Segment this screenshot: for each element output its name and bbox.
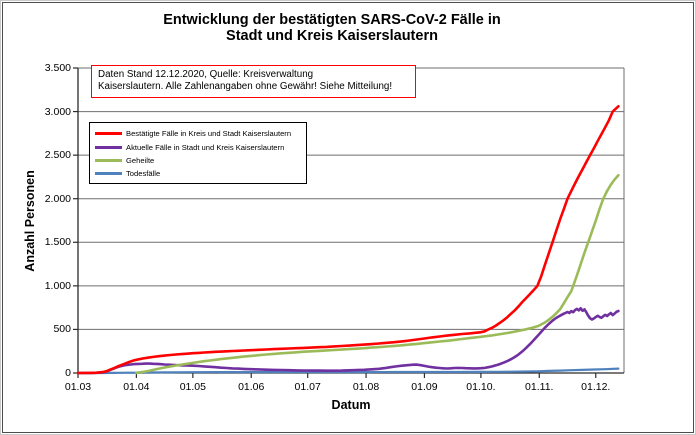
series-line-geheilte [135,173,620,375]
legend-label: Aktuelle Fälle in Stadt und Kreis Kaiser… [126,142,285,152]
series-line-bestaetigte-faelle [76,105,620,375]
x-tick-label: 01.10. [466,381,496,393]
legend-label: Todesfälle [126,169,161,179]
legend-item-bestaetigte-faelle: Bestätigte Fälle in Kreis und Stadt Kais… [95,127,306,140]
x-tick-label: 01.12. [581,381,611,393]
x-tick-label: 01.11. [525,381,554,393]
x-tick-label: 01.03 [64,381,92,393]
x-tick-label: 01.07 [294,381,321,393]
y-tick-label: 3.000 [44,105,71,118]
x-tick-label: 01.04 [123,381,150,393]
x-tick-label: 01.09 [411,381,438,393]
x-tick-label: 01.06 [238,381,265,393]
legend: Bestätigte Fälle in Kreis und Stadt Kais… [89,122,307,184]
y-tick-label: 2.000 [44,192,71,205]
y-tick-label: 1.500 [44,236,71,249]
legend-line-swatch [95,145,122,149]
legend-line-swatch [95,132,122,136]
x-axis-title: Datum [331,398,371,412]
y-tick-label: 2.500 [44,149,71,162]
legend-label: Geheilte [126,155,155,165]
y-tick-label: 1.000 [44,279,71,292]
y-tick-label: 3.500 [44,62,71,74]
legend-line-swatch [95,172,122,176]
x-tick-label: 01.08 [352,381,380,393]
x-tick-label: 01.05 [179,381,206,393]
annotation-line2: Kaiserslautern. Alle Zahlenangaben ohne … [98,81,393,92]
legend-item-geheilte: Geheilte [95,154,306,167]
legend-line-swatch [95,158,122,162]
chart-title: Entwicklung der bestätigten SARS-CoV-2 F… [1,12,663,44]
series-line-todesfaelle [76,367,620,375]
legend-item-todesfaelle: Todesfälle [95,167,306,180]
chart-title-line1: Entwicklung der bestätigten SARS-CoV-2 F… [163,12,501,28]
y-tick-label: 0 [65,367,71,379]
y-tick-label: 500 [53,323,71,336]
annotation-line1: Daten Stand 12.12.2020, Quelle: Kreisver… [98,69,314,80]
legend-label: Bestätigte Fälle in Kreis und Stadt Kais… [126,129,292,139]
annotation-box: Daten Stand 12.12.2020, Quelle: Kreisver… [91,65,416,98]
chart-title-line2: Stadt und Kreis Kaiserslautern [226,27,438,44]
legend-item-aktuelle-faelle: Aktuelle Fälle in Stadt und Kreis Kaiser… [95,140,306,153]
series-line-aktuelle-faelle [76,306,620,375]
